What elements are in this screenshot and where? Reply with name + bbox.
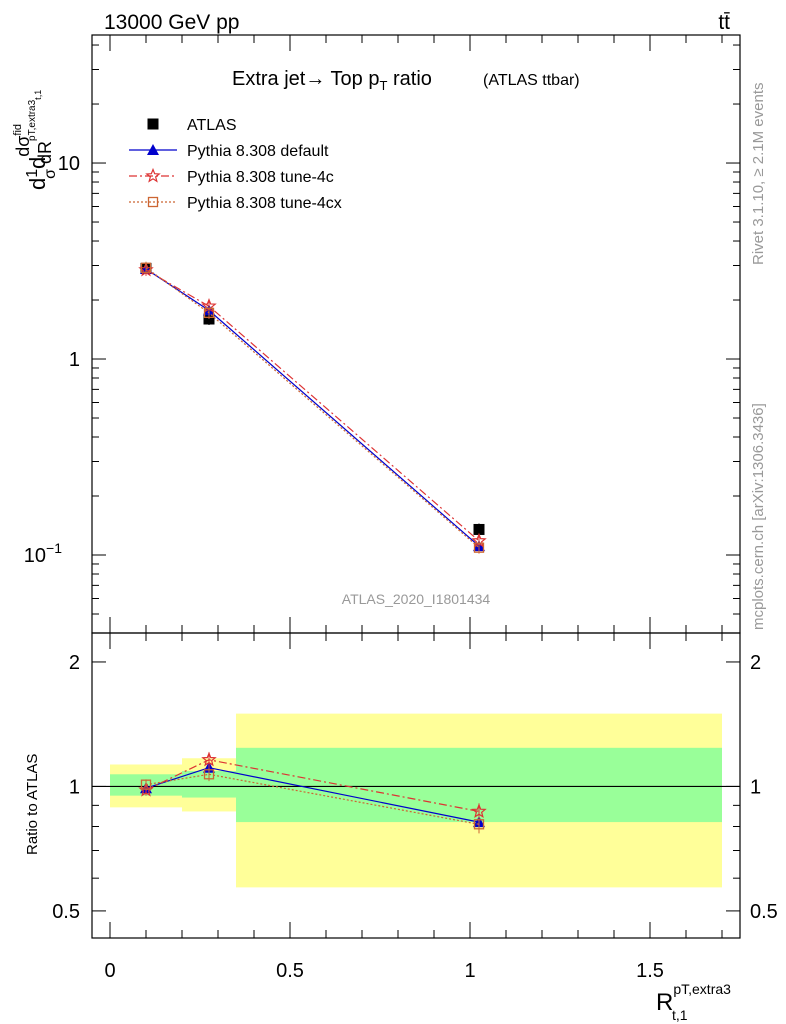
main-ylabel: d1σddσfiddRpT,extra3t,1 (12, 90, 59, 190)
legend-marker (147, 196, 159, 208)
main-y-tick-label: 10−1 (24, 540, 62, 567)
x-tick-label: 1 (464, 960, 475, 982)
ratio-point (203, 769, 215, 780)
main-ylabel-part-dr: dR (35, 141, 55, 164)
main-ylabel-part-sigma: σ (42, 169, 59, 179)
main-ylabel-part-sub: t,1 (33, 90, 43, 100)
ratio-y-tick-label-left: 0.5 (52, 901, 80, 923)
ratio-frame (91, 632, 741, 939)
series-point (203, 307, 215, 319)
ratio-series-2 (140, 767, 485, 834)
series-2 (138, 261, 487, 548)
main-y-tick-label-base: 10 (24, 545, 46, 567)
main-ylabel-part-one: 1 (24, 169, 41, 178)
ratio-y-tick-label-right: 2 (750, 652, 761, 674)
x-axis-label-main: R (656, 989, 673, 1016)
legend-label: ATLAS (187, 117, 237, 134)
main-title-small: (ATLAS ttbar) (483, 72, 580, 89)
ratio-y-tick-label-right: 1 (750, 776, 761, 798)
ratio-point (471, 803, 487, 819)
x-axis-label-sub: t,1 (672, 1007, 688, 1023)
series-point (473, 542, 485, 553)
series-0 (140, 262, 485, 536)
ratio-point (140, 779, 152, 790)
mcplots-label: mcplots.cern.ch [arXiv:1306.3436] (750, 403, 767, 630)
main-title-subscript: T (379, 78, 387, 93)
analysis-id: ATLAS_2020_I1801434 (342, 591, 491, 607)
svg-text:RpT,extra3: RpT,extra3 (656, 981, 731, 1016)
rivet-label: Rivet 3.1.10, ≥ 2.1M events (750, 83, 767, 266)
ratio-y-tick-label-left: 2 (69, 652, 80, 674)
x-axis-label-sup: pT,extra3 (673, 981, 731, 997)
ratio-y-tick-label-left: 1 (69, 776, 80, 798)
series-line (145, 267, 480, 549)
energy-label: 13000 GeV pp (104, 11, 239, 34)
legend: ATLAS Pythia 8.308 default Pythia 8.308 tu… (129, 117, 342, 212)
ratio-y-tick-label-right: 0.5 (750, 901, 778, 923)
series-point (473, 523, 485, 535)
main-title: Extra jet→ Top pT ratio (232, 68, 432, 93)
main-y-tick-label: 10 (58, 153, 80, 175)
x-tick-label: 1.5 (636, 960, 664, 982)
ratio-series-line (145, 773, 480, 825)
main-y-tick-label: 1 (69, 349, 80, 371)
legend-marker (145, 167, 161, 183)
main-ylabel-part-dsig: dσ (13, 136, 33, 157)
svg-text:d1σddσfiddRpT,extra3t,1: d1σddσfiddRpT,extra3t,1 (12, 90, 59, 190)
x-axis-label: RpT,extra3 t,1 (656, 981, 731, 1023)
series-1 (140, 262, 485, 553)
legend-label: Pythia 8.308 tune-4cx (187, 195, 342, 212)
legend-label: Pythia 8.308 default (187, 143, 329, 160)
main-title-tail: ratio (387, 68, 431, 90)
series-point (203, 313, 215, 325)
x-tick-label: 0.5 (276, 960, 304, 982)
series-point (140, 262, 152, 273)
main-y-tick-label-exp: −1 (46, 540, 62, 556)
ratio-point (473, 819, 485, 830)
main-ylabel-part-d2: d (25, 157, 50, 169)
main-ylabel-part-sup: pT,extra3 (27, 99, 38, 141)
legend-marker (147, 144, 159, 155)
main-ylabel-part-d: d (25, 178, 50, 190)
ratio-point (201, 751, 217, 767)
x-tick-label: 0 (104, 960, 115, 982)
series-3 (140, 261, 485, 554)
main-ylabel-part-fid: fid (12, 124, 24, 136)
ratio-ylabel: Ratio to ATLAS (24, 754, 41, 855)
legend-label: Pythia 8.308 tune-4c (187, 169, 334, 186)
process-label: tt̄ (718, 11, 730, 34)
legend-marker (147, 118, 159, 130)
series-line (145, 269, 480, 542)
ratio-panel: 0.5 0.5 1 1 2 2 0 0.5 1 1.5 Ratio to ATLAS (24, 632, 778, 982)
main-title-text: Extra jet→ Top p (232, 68, 379, 90)
